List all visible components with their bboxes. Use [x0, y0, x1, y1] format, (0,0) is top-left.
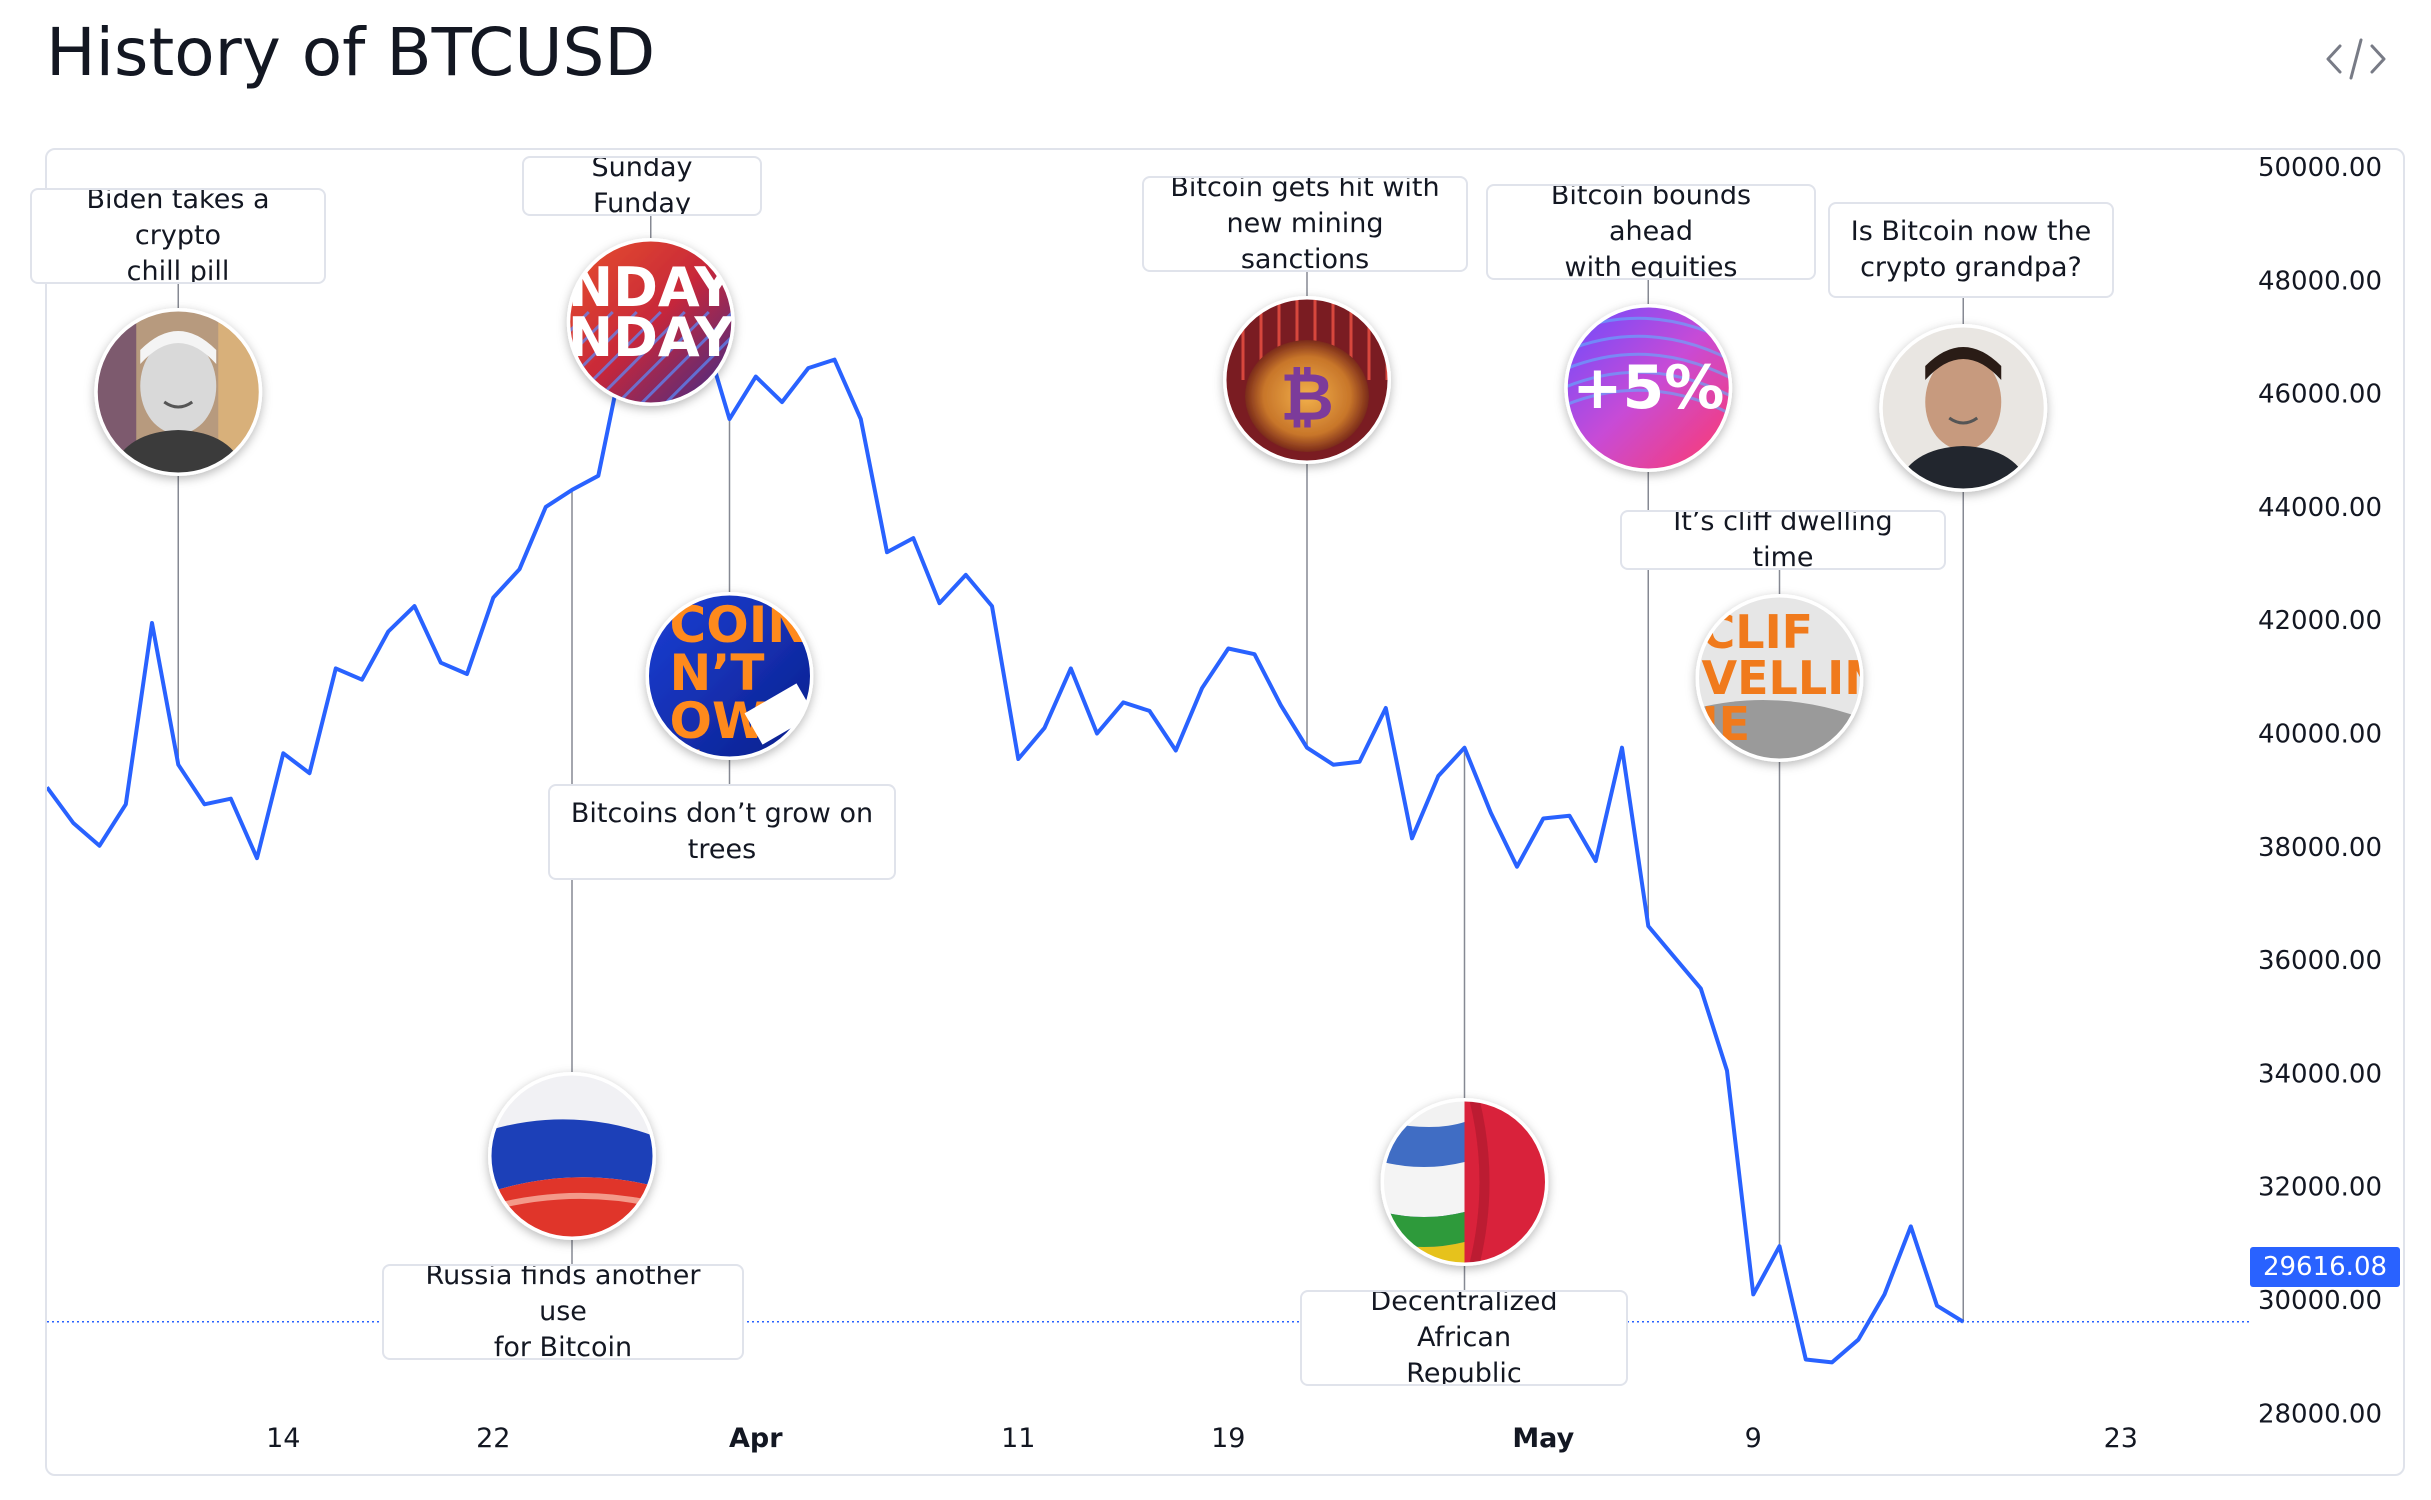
x-tick-label: 22 [476, 1423, 510, 1454]
x-tick-label: 11 [1001, 1423, 1035, 1454]
event-callout-car[interactable]: Decentralized African Republic [1300, 1290, 1628, 1386]
y-tick-label: 46000.00 [2258, 380, 2382, 410]
y-tick-label: 42000.00 [2258, 606, 2382, 636]
y-tick-label: 28000.00 [2258, 1399, 2382, 1429]
y-tick-label: 50000.00 [2258, 153, 2382, 183]
biden-portrait-icon[interactable] [94, 308, 263, 482]
x-axis: 14 22 Apr 11 19 May 9 23 [266, 1423, 2138, 1454]
y-tick-label: 32000.00 [2258, 1173, 2382, 1203]
bitcoin-coin-icon[interactable]: ₿ [1223, 296, 1391, 464]
x-tick-label: May [1512, 1423, 1574, 1454]
russia-flag-icon[interactable] [488, 1072, 656, 1240]
y-tick-label: 36000.00 [2258, 946, 2382, 976]
code-embed-glyph [2326, 38, 2386, 80]
svg-text:₿: ₿ [1280, 359, 1334, 436]
svg-text:+5%: +5% [1572, 353, 1724, 423]
y-tick-label: 44000.00 [2258, 493, 2382, 523]
event-callout-mining[interactable]: Bitcoin gets hit with new mining sanctio… [1142, 176, 1468, 272]
plus-five-percent-icon[interactable]: +5% [1558, 300, 1738, 472]
y-tick-label: 40000.00 [2258, 720, 2382, 750]
event-callout-trees[interactable]: Bitcoins don’t grow on trees [548, 784, 896, 880]
x-tick-label: 9 [1745, 1423, 1762, 1454]
page-title: History of BTCUSD [46, 14, 656, 91]
y-tick-label: 48000.00 [2258, 266, 2382, 296]
car-flag-icon[interactable] [1380, 1098, 1549, 1266]
svg-text:N’T: N’T [670, 644, 765, 702]
event-callout-biden[interactable]: Biden takes a crypto chill pill [30, 188, 326, 284]
code-embed-icon[interactable] [2318, 28, 2394, 88]
y-tick-label: 34000.00 [2258, 1059, 2382, 1089]
event-callout-equities[interactable]: Bitcoin bounds ahead with equities [1486, 184, 1816, 280]
svg-text:VELLIN: VELLIN [1702, 651, 1883, 705]
event-callout-cliff[interactable]: It’s cliff dwelling time [1620, 510, 1946, 570]
chart-frame [45, 148, 2405, 1476]
x-tick-label: Apr [729, 1423, 783, 1454]
x-tick-label: 14 [266, 1423, 300, 1454]
grandpa-portrait-icon[interactable] [1879, 324, 2048, 498]
event-callout-russia[interactable]: Russia finds another use for Bitcoin [382, 1264, 744, 1360]
y-axis: 50000.00 48000.00 46000.00 44000.00 42000.00… [2258, 153, 2382, 1429]
svg-text:NDAY: NDAY [568, 306, 735, 369]
svg-text:IE: IE [1702, 697, 1751, 751]
btcusd-price-line [47, 309, 1965, 1365]
event-callout-grandpa[interactable]: Is Bitcoin now the crypto grandpa? [1828, 202, 2114, 298]
y-tick-label: 38000.00 [2258, 833, 2382, 863]
y-tick-label: 30000.00 [2258, 1286, 2382, 1316]
x-tick-label: 23 [2104, 1423, 2138, 1454]
x-tick-label: 19 [1211, 1423, 1245, 1454]
svg-text:NDAY: NDAY [568, 256, 735, 319]
last-price-badge: 29616.08 [2250, 1247, 2400, 1287]
event-callout-sunday[interactable]: Sunday Funday [522, 156, 762, 216]
